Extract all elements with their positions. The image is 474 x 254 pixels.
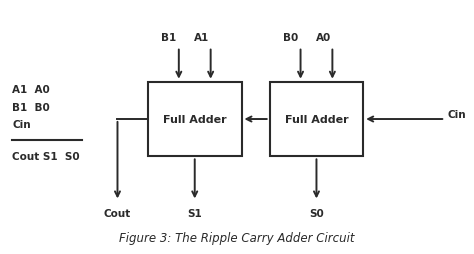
Text: B1  B0: B1 B0	[12, 102, 50, 112]
Text: B0: B0	[283, 33, 298, 42]
Text: A0: A0	[316, 33, 331, 42]
Text: A1: A1	[194, 33, 210, 42]
Text: S0: S0	[309, 208, 324, 218]
Bar	[148, 82, 242, 157]
Text: Full Adder: Full Adder	[285, 115, 348, 124]
Text: S1: S1	[187, 208, 202, 218]
Text: Cin: Cin	[12, 120, 31, 130]
Text: Full Adder: Full Adder	[163, 115, 227, 124]
Bar	[270, 82, 363, 157]
Text: A1  A0: A1 A0	[12, 85, 50, 95]
Text: B1: B1	[161, 33, 177, 42]
Text: Cin: Cin	[447, 109, 466, 120]
Text: Cout S1  S0: Cout S1 S0	[12, 152, 80, 162]
Text: Cout: Cout	[104, 208, 131, 218]
Text: Figure 3: The Ripple Carry Adder Circuit: Figure 3: The Ripple Carry Adder Circuit	[119, 231, 355, 244]
